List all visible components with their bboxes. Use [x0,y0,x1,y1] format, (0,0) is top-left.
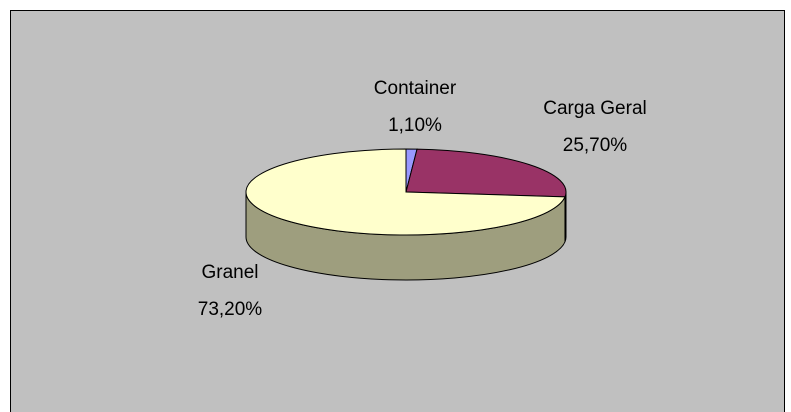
slice-label: Granel [201,262,258,283]
slice-value-label: 1,10% [388,115,442,136]
slice-value-label: 25,70% [563,135,628,156]
slice-value-label: 73,20% [198,299,263,320]
slice [245,148,566,236]
slice-label: Carga Geral [543,98,647,119]
slice-label: Container [374,78,457,99]
slice [405,148,567,198]
